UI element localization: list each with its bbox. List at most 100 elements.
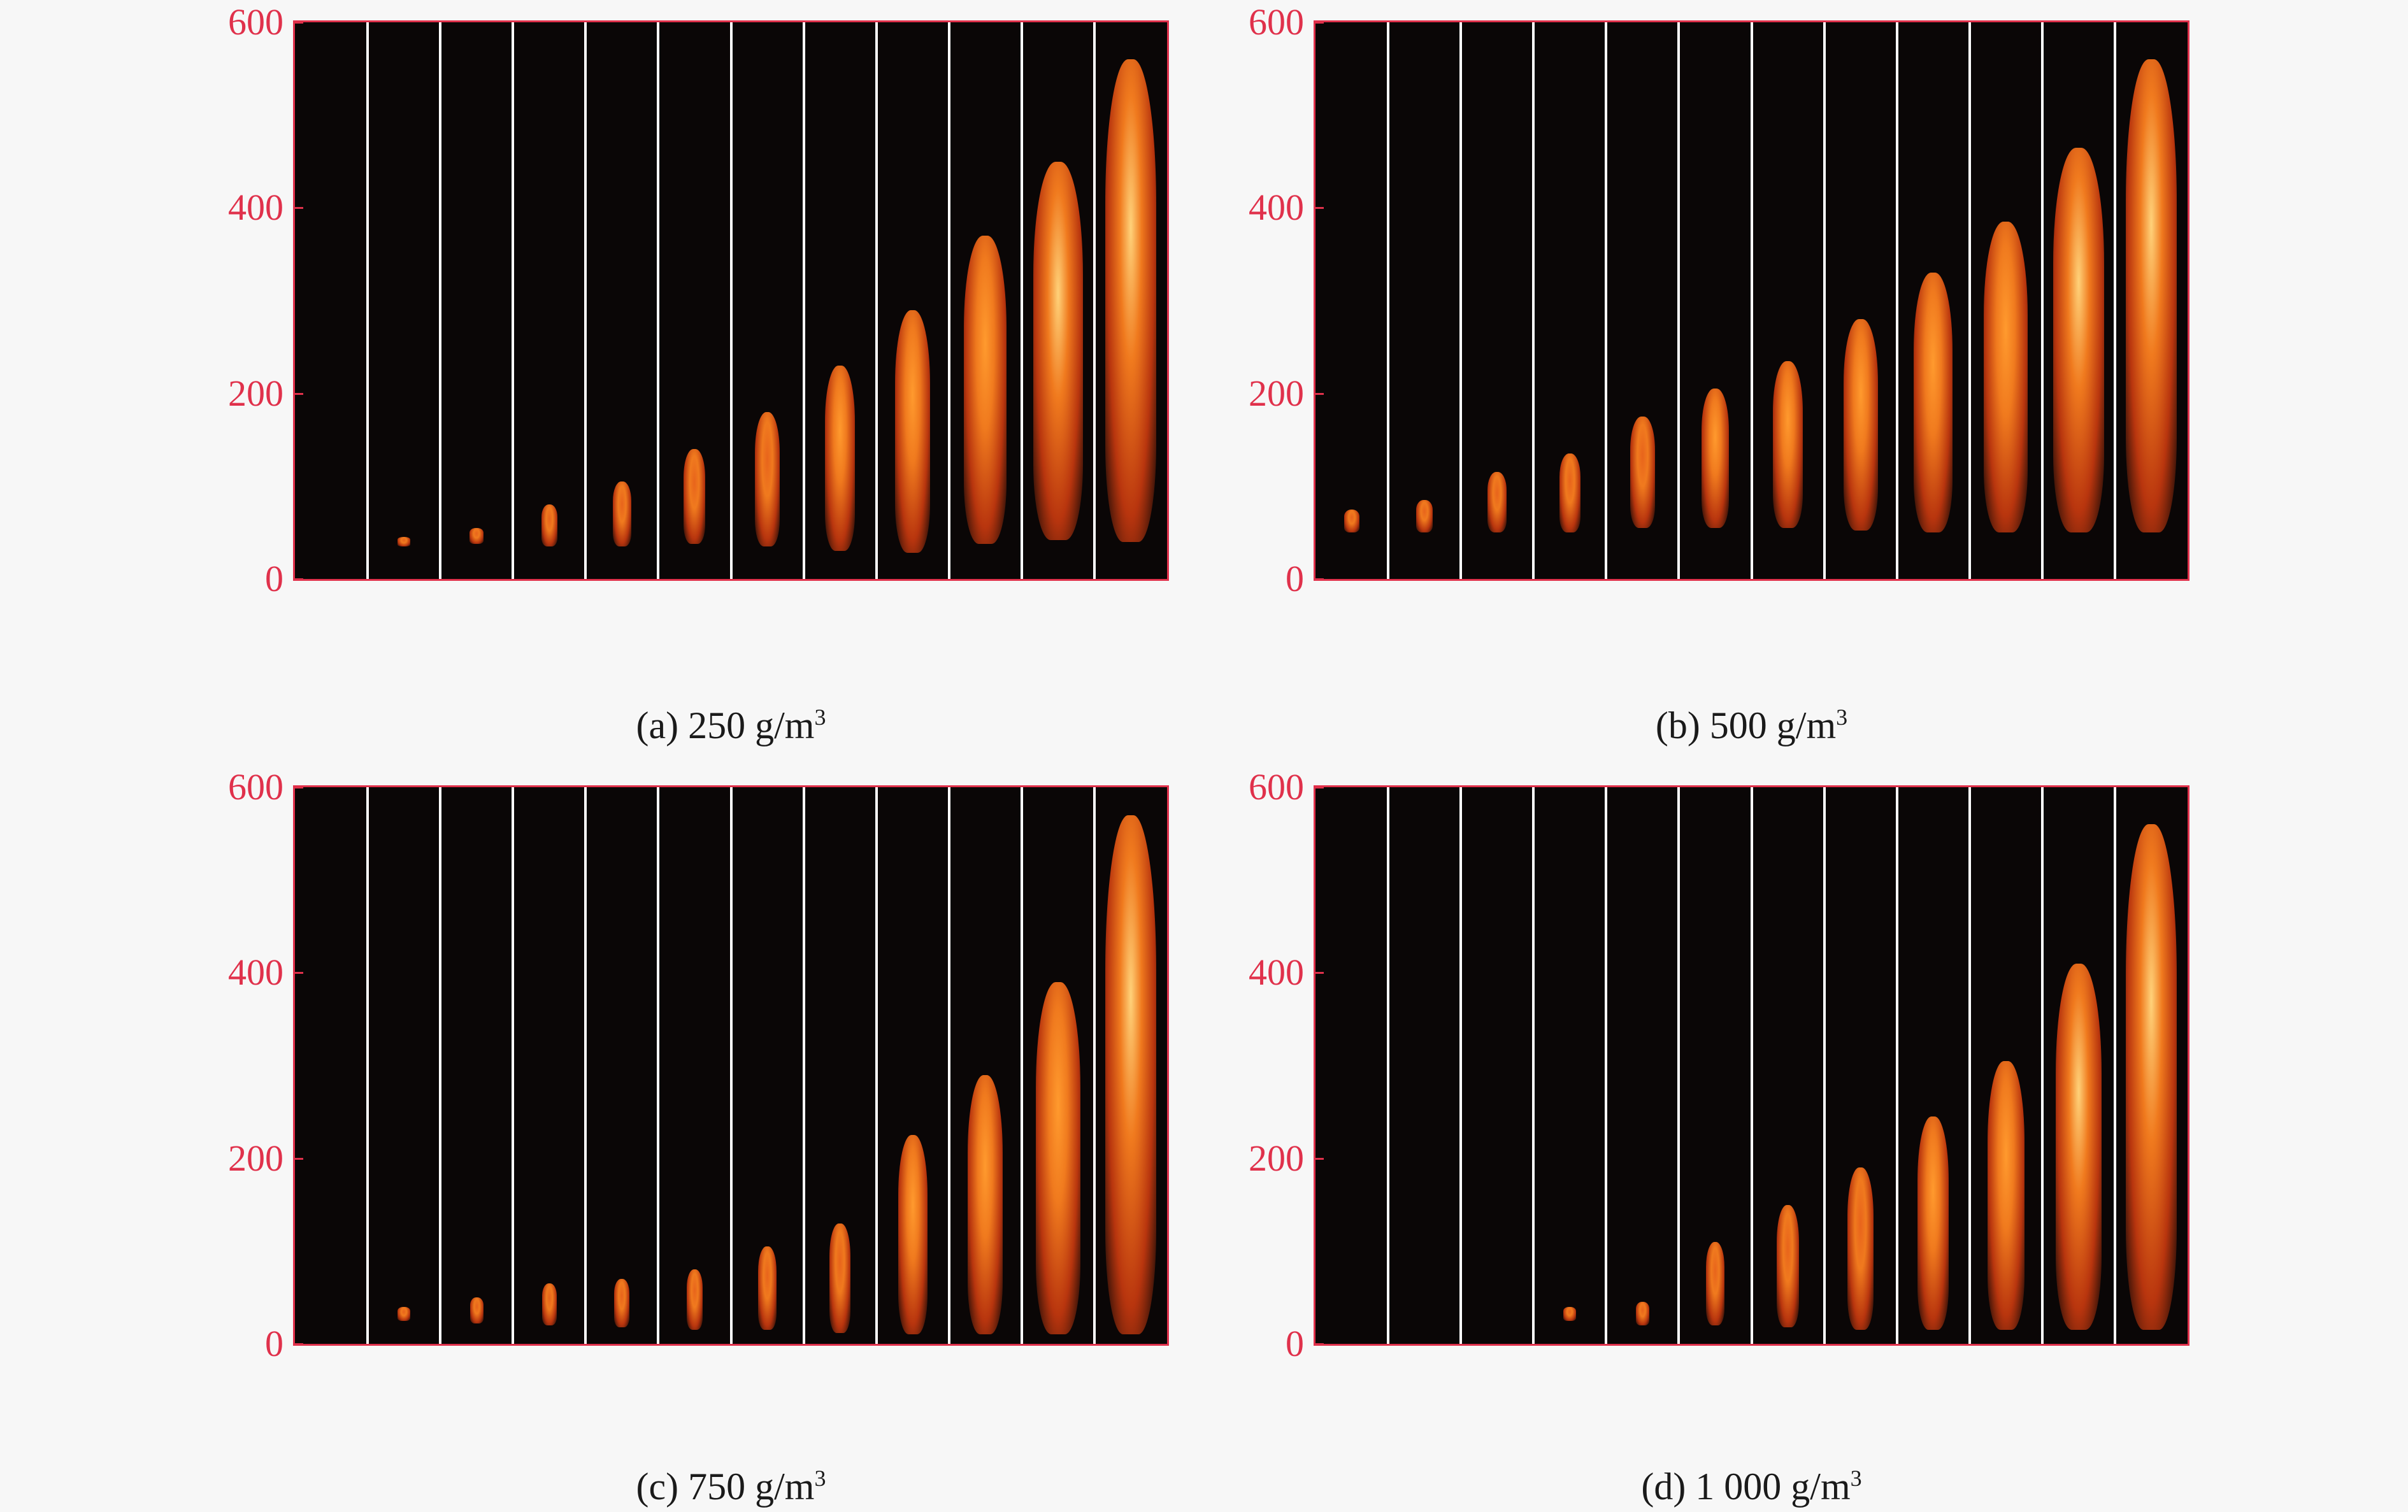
frame-divider [802,787,805,1344]
flame [1772,360,1803,528]
flame [2055,963,2102,1330]
flame [2053,147,2104,533]
caption-text: (c) 750 g/m [636,1466,815,1508]
y-tick [1314,1343,1324,1345]
y-tick-label: 600 [1249,766,1304,808]
panel-caption: (d) 1 000 g/m3 [1314,1465,2189,1509]
y-tick [1314,787,1324,788]
flame [1988,1060,2025,1330]
frame [513,787,585,1344]
flame [1487,472,1507,533]
y-tick [1314,207,1324,210]
frame-divider [1605,787,1608,1344]
flame [1914,273,1953,533]
frame-divider [2113,787,2116,1344]
frame-divider [729,22,733,579]
frame-divider [366,787,369,1344]
frame [658,22,731,579]
frame-divider [1093,787,1096,1344]
frame-divider [2040,22,2044,579]
frame-divider [729,787,733,1344]
frame [1388,22,1461,579]
panel-caption: (a) 250 g/m3 [293,704,1169,748]
frame [1461,22,1533,579]
flame [758,1246,777,1330]
frame [1533,22,1606,579]
y-tick [1314,392,1324,395]
flame [1705,1241,1725,1325]
flame [1344,509,1360,533]
frame [440,22,513,579]
y-tick [1314,578,1324,580]
flame [1843,319,1878,531]
flame [1563,1306,1577,1321]
frame [804,787,877,1344]
flame [964,236,1007,544]
flame [754,411,780,546]
flame [541,1283,557,1325]
y-tick [293,207,303,210]
frame-divider [1532,22,1535,579]
frame-divider [1968,22,1971,579]
flame-image-strip [293,20,1169,581]
flame [1033,161,1083,540]
y-tick [293,1343,303,1345]
frame [295,787,368,1344]
flame [612,481,631,546]
frame [585,22,658,579]
frame [1824,22,1897,579]
flame [614,1279,630,1327]
frame [295,22,368,579]
y-tick-label: 0 [1286,558,1304,599]
frame-divider [366,22,369,579]
y-tick [1314,1157,1324,1160]
flame [825,365,856,552]
frame [2115,22,2188,579]
flame [2126,824,2177,1330]
flame [1917,1116,1949,1330]
flame-image-strip [1314,785,2189,1346]
y-tick-label: 0 [265,1323,283,1364]
frame-divider [1968,787,1971,1344]
flame [898,1135,928,1335]
frame [1094,22,1167,579]
frame [1315,787,1388,1344]
frame-divider [802,22,805,579]
frame [1461,787,1533,1344]
frame-divider [512,787,515,1344]
flame [1984,222,2028,533]
frame [1824,787,1897,1344]
frame [1022,787,1094,1344]
y-tick-label: 200 [228,1137,283,1179]
flame [895,310,931,553]
flame [1559,453,1580,533]
frame [1970,22,2042,579]
frame [1679,22,1751,579]
frame-divider [1823,787,1826,1344]
frame-divider [512,22,515,579]
flame [1847,1167,1874,1330]
flame [1636,1302,1649,1325]
panel-caption: (c) 750 g/m3 [293,1465,1169,1509]
frame [1388,787,1461,1344]
y-tick-label: 600 [228,766,283,808]
y-tick-label: 400 [1249,952,1304,994]
frame [877,787,949,1344]
y-tick [293,392,303,395]
frame [368,22,440,579]
frame-divider [1750,787,1753,1344]
y-tick [293,22,303,24]
flame [2126,59,2177,533]
flame [686,1269,703,1330]
frame [1606,787,1679,1344]
flame [1036,981,1080,1335]
frame-divider [439,22,442,579]
y-tick [293,972,303,974]
flame [1630,417,1655,528]
frame-divider [2040,787,2044,1344]
frame [2042,22,2115,579]
flame [1105,815,1156,1335]
frame-divider [875,787,878,1344]
frame [1022,22,1094,579]
frame [513,22,585,579]
